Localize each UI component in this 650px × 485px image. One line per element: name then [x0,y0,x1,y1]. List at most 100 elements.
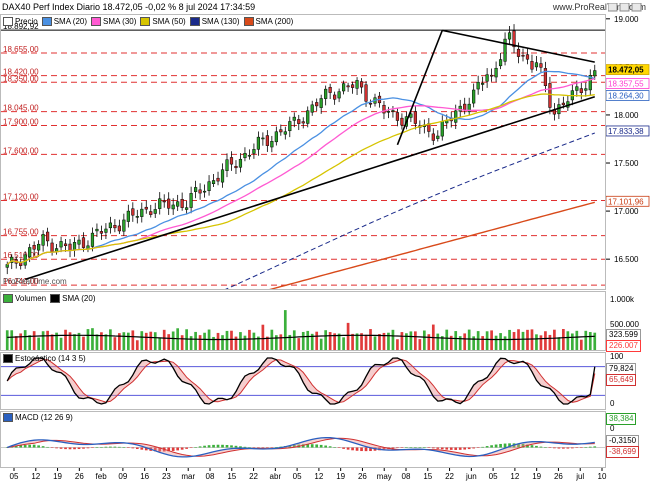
volume-bar [535,334,538,350]
macd-chart[interactable] [1,412,605,467]
stoch-k-line [6,357,596,405]
stoch-label-d: 65,649 [606,374,637,386]
candle [328,86,332,93]
candle [368,102,373,105]
volume-chart[interactable] [1,292,605,350]
candle [476,81,480,90]
candle [131,208,135,216]
volume-bar [409,331,413,350]
price-label-box [605,78,650,89]
candle [126,210,130,222]
candle [436,135,440,139]
candle [575,86,579,91]
macd-hist-bar [499,443,502,448]
volume-panel[interactable]: Volumen SMA (20) [0,291,606,351]
macd-hist-bar [396,447,399,448]
volume-bar [405,333,408,350]
macd-panel[interactable]: MACD (12 26 9) [0,411,606,468]
volume-bar [566,331,570,350]
volume-bar [41,331,45,350]
level-label: 18.892,92 [3,22,39,31]
x-tick-label: 22 [445,472,454,481]
volume-bar [297,338,301,350]
volume-bar [382,332,386,350]
price-label: 17.833,38 [608,127,644,136]
candle [306,110,310,124]
macd-hist-bar [526,444,529,448]
candle [41,234,45,246]
candle [265,135,269,146]
candle [225,159,229,171]
candle [288,121,292,132]
volume-bar [360,333,363,350]
x-tick-label: 10 [598,472,607,481]
macd-hist-bar [122,447,126,448]
macd-hist-bar [436,447,440,449]
macd-hist-bar [503,443,507,448]
price-panel[interactable]: 18.892,92 18.655,00 18.420,00 18.350,00 18.0… [0,14,606,290]
macd-hist-bar [59,447,63,449]
volume-bar [189,336,193,350]
macd-hist-bar [593,446,597,448]
vol-tick-1000k: 1.000k [610,295,635,304]
volume-bar [37,337,40,350]
minimize-icon[interactable] [608,3,618,12]
volume-bar [490,330,493,350]
candle [534,62,539,68]
macd-hist-bar [194,447,197,448]
macd-hist-bar [440,447,444,450]
stoch-fill [7,358,595,404]
candle [68,243,72,251]
volume-bar [167,334,171,350]
site-name: www.ProRealTime.com [552,2,646,12]
volume-bar [234,336,238,350]
volume-bar [140,331,144,350]
candle [498,59,503,67]
price-label: 18.357,55 [608,80,644,89]
volume-bar [499,333,502,350]
candle [516,48,521,57]
volume-bar [333,333,336,350]
sma200-line [269,201,595,289]
volume-bar [301,331,305,350]
candle [180,199,184,208]
price-legend: Precio SMA (20) SMA (30) SMA (50) SMA (1… [3,17,293,26]
maximize-icon[interactable] [619,3,630,12]
macd-hist-bar [198,446,202,448]
volume-bar [19,333,23,350]
volume-bar [400,332,404,350]
volume-bar [315,331,319,350]
volume-bar [10,330,14,350]
volume-bar [203,332,206,350]
x-tick-label: 09 [118,472,127,481]
x-tick-label: 12 [31,472,40,481]
volume-bar [467,329,471,350]
macd-hist-bar [445,447,449,450]
candle [28,247,32,258]
macd-hist-bar [158,447,162,452]
volume-bar [472,336,476,350]
macd-hist-bar [239,446,242,448]
x-tick-label: 05 [10,472,19,481]
x-tick-label: 19 [532,472,541,481]
volume-bar [387,332,390,350]
stochastic-chart[interactable] [1,353,605,409]
volume-bar [68,332,72,350]
macd-hist-bar [557,447,561,449]
volume-bar [225,330,229,350]
candle [140,208,144,217]
macd-hist-bar [414,447,417,448]
macd-title: MACD (12 26 9) [15,413,73,422]
volume-bar [427,334,431,350]
x-tick-label: 23 [162,472,171,481]
stochastic-panel[interactable]: Estocástico (14 3 5) [0,352,606,410]
candle [413,111,417,124]
close-icon[interactable] [631,3,642,12]
volume-bar [82,336,85,350]
support-trendline [24,95,596,281]
candle [162,200,166,203]
legend-price: Precio [3,17,38,26]
volume-bar [64,329,67,350]
volume-bar [454,331,458,350]
